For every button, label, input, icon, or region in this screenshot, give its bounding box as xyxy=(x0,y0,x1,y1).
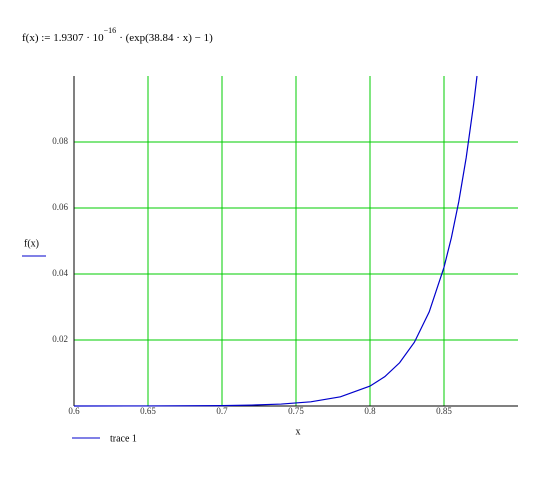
x-tick-label: 0.85 xyxy=(436,406,452,416)
y-axis-label: f(x) xyxy=(24,238,39,249)
y-tick-label: 0.04 xyxy=(52,268,68,278)
y-tick-label: 0.02 xyxy=(52,334,68,344)
legend-label: trace 1 xyxy=(110,433,137,444)
y-tick-label: 0.06 xyxy=(52,202,68,212)
y-tick-label: 0.08 xyxy=(52,136,68,146)
x-tick-label: 0.75 xyxy=(288,406,304,416)
formula: f(x) := 1.9307 · 10−16· (exp(38.84 · x) … xyxy=(22,26,213,44)
x-axis-label: x xyxy=(296,426,301,437)
trace-line xyxy=(73,75,478,407)
x-tick-label: 0.8 xyxy=(364,406,376,416)
x-tick-label: 0.65 xyxy=(140,406,156,416)
x-tick-label: 0.7 xyxy=(216,406,228,416)
x-tick-label: 0.6 xyxy=(68,406,80,416)
